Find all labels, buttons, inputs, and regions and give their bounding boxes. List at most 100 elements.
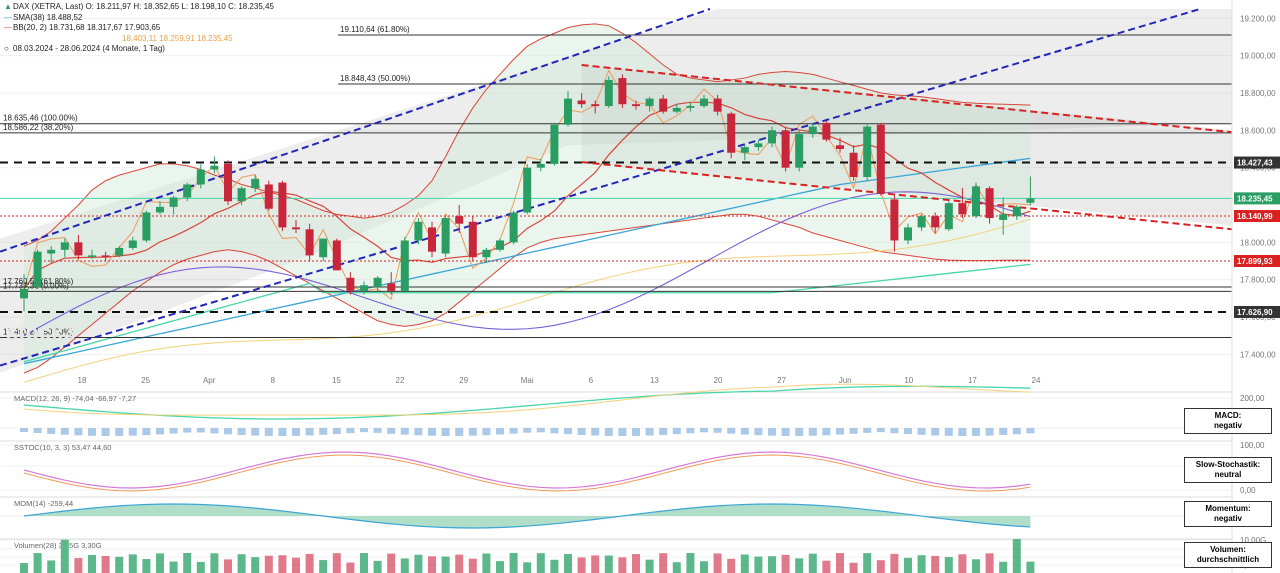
- volume-bar: [156, 553, 164, 573]
- macd-line: [23, 385, 1031, 420]
- date-tick-label: 24: [1032, 376, 1041, 385]
- volume-bar: [387, 553, 396, 573]
- candle-body: [645, 98, 654, 107]
- date-tick-label: 10: [904, 376, 913, 385]
- trend-lines: [0, 8, 1233, 367]
- candle-body: [1026, 198, 1035, 203]
- bollinger-upper: [23, 23, 1031, 247]
- volume-bar: [509, 553, 518, 573]
- macd-histogram-bar: [400, 428, 409, 435]
- macd-histogram-bar: [944, 428, 953, 436]
- volume-bar: [754, 556, 763, 573]
- macd-histogram-bar: [890, 428, 899, 434]
- macd-histogram-bar: [305, 428, 314, 436]
- upper-blue-trendline: [0, 8, 711, 253]
- ichimoku-conversion-line: [23, 191, 1031, 337]
- volume-bar: [400, 558, 409, 573]
- price-tag-label: 17.626,90: [1237, 308, 1273, 317]
- macd-histogram-bar: [33, 428, 42, 433]
- volume-bar: [60, 539, 69, 573]
- candle-body: [20, 289, 28, 299]
- macd-histogram-bar: [496, 428, 504, 435]
- macd-histogram-bar: [210, 428, 219, 434]
- stochastic-signal-box: Slow-Stochastik: neutral: [1184, 457, 1272, 483]
- legend-bb-row: —BB(20, 2) 18.731,68 18.317,67 17.903,65: [4, 23, 161, 32]
- volume-bar: [210, 553, 219, 573]
- macd-histogram-bar: [278, 428, 287, 436]
- price-tick-label: 18.800,00: [1240, 89, 1276, 98]
- candle-body: [768, 130, 776, 144]
- price-tag: [1234, 192, 1280, 205]
- volume-signal-box: Volumen: durchschnittlich: [1184, 542, 1272, 568]
- macd-histogram-bar: [523, 428, 532, 433]
- volume-bar: [455, 554, 464, 573]
- candle-body: [795, 134, 804, 168]
- fibonacci-label: 17.490,24 (50.00%): [3, 327, 74, 336]
- candle-body: [156, 206, 164, 213]
- volume-bar: [332, 553, 341, 573]
- candle-body: [509, 212, 518, 243]
- candle-body: [482, 249, 491, 258]
- volume-bar: [523, 562, 532, 573]
- volume-bar: [904, 557, 912, 573]
- candle-body: [332, 240, 341, 271]
- macd-histogram-bar: [20, 428, 28, 432]
- candle-body: [496, 240, 504, 250]
- macd-histogram-bar: [822, 428, 831, 436]
- volume-bar: [672, 562, 681, 573]
- candle-body: [904, 227, 912, 241]
- candle-body: [536, 163, 545, 168]
- macd-histogram-bar: [1026, 428, 1035, 434]
- volume-bar: [20, 563, 28, 573]
- macd-histogram-bar: [237, 428, 246, 436]
- volume-bar: [972, 559, 980, 573]
- legend-ichimoku-row: 18.403,11 18.259,91 18.235,45: [4, 34, 274, 45]
- momentum-signal-box: Momentum: negativ: [1184, 501, 1272, 527]
- volume-bar: [632, 554, 640, 573]
- volume-bar: [1012, 539, 1021, 573]
- candle-body: [264, 184, 273, 209]
- volume-bar: [659, 553, 668, 573]
- macd-histogram-bar: [904, 428, 912, 435]
- volume-bar: [264, 555, 273, 573]
- momentum-area: [24, 504, 1031, 528]
- price-tick-label: 17.400,00: [1240, 350, 1276, 359]
- legend-bb: BB(20, 2) 18.731,68 18.317,67 17.903,65: [13, 23, 161, 32]
- price-tag: [1234, 255, 1280, 268]
- candle-body: [890, 199, 899, 241]
- macd-histogram-bar: [414, 428, 423, 436]
- volume-bar: [373, 560, 382, 573]
- macd-histogram-bar: [999, 428, 1008, 436]
- candle-body: [196, 169, 205, 185]
- legend-title: DAX (XETRA, Last) O: 18.211,97 H: 18.352…: [13, 2, 274, 11]
- bollinger-lower: [23, 213, 1031, 374]
- macd-histogram-bar: [169, 428, 178, 434]
- legend-ichimoku: 18.403,11 18.259,91 18.235,45: [122, 33, 233, 43]
- candle-body: [183, 184, 192, 198]
- volume-bar: [196, 561, 205, 573]
- candle-body: [74, 242, 83, 256]
- macd-histogram-bar: [577, 428, 586, 435]
- candle-body: [944, 203, 953, 230]
- macd-histogram-bar: [672, 428, 681, 435]
- date-tick-label: 29: [459, 376, 468, 385]
- candle-body: [876, 124, 885, 194]
- legend-period-row: ○ 08.03.2024 - 28.06.2024 (4 Monate, 1 Ta…: [4, 44, 165, 53]
- volume-bar: [536, 553, 545, 573]
- macd-histogram-bar: [47, 428, 56, 434]
- date-tick-label: 20: [714, 376, 723, 385]
- candle-body: [88, 255, 96, 257]
- candle-body: [550, 124, 559, 164]
- candle-body: [604, 79, 613, 107]
- candle-body: [428, 227, 436, 252]
- legend-sma: SMA(38) 18.488,52: [13, 12, 83, 22]
- candle-body: [292, 227, 300, 230]
- macd-histogram-bar: [482, 428, 491, 436]
- macd-histogram-bar: [128, 428, 137, 436]
- volume-bar: [985, 553, 994, 573]
- price-tag: [1234, 305, 1280, 318]
- macd-histogram-bar: [550, 428, 559, 434]
- date-tick-label: 27: [777, 376, 786, 385]
- macd-histogram-bar: [591, 428, 600, 436]
- upper-red-trendline: [581, 64, 1233, 134]
